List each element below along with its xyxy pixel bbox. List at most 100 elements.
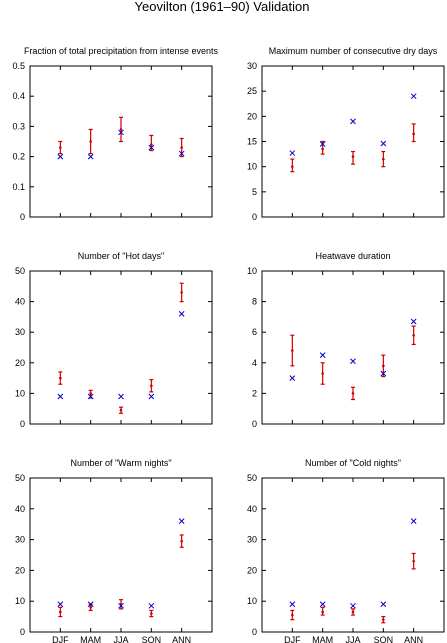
y-tick-label: 40 [15, 504, 25, 514]
observed-point [380, 370, 387, 377]
observed-point [87, 393, 94, 400]
y-tick-label: 0 [252, 627, 257, 637]
y-tick-label: 0.5 [12, 61, 25, 71]
model-mean-point [291, 165, 294, 168]
chart-panel-1: Fraction of total precipitation from int… [12, 46, 218, 222]
observed-point [410, 518, 417, 524]
panel-title: Heatwave duration [315, 251, 390, 261]
x-tick-label: MAM [312, 635, 333, 643]
x-tick-label: ANN [172, 635, 191, 643]
model-mean-point [89, 606, 92, 609]
y-tick-label: 8 [252, 297, 257, 307]
observed-point [57, 601, 64, 608]
y-tick-label: 0 [20, 419, 25, 429]
observed-point [178, 150, 185, 157]
model-mean-point [412, 333, 415, 337]
observed-point [289, 375, 296, 381]
y-tick-label: 40 [247, 504, 257, 514]
y-tick-label: 6 [252, 327, 257, 337]
model-mean-point [59, 376, 62, 380]
observed-point [118, 393, 124, 400]
model-mean-point [150, 384, 153, 388]
y-tick-label: 4 [252, 358, 257, 368]
y-tick-label: 10 [15, 596, 25, 606]
panel-title: Number of "Warm nights" [70, 458, 171, 468]
model-mean-point [351, 392, 355, 395]
observed-point [410, 318, 417, 325]
y-tick-label: 15 [247, 137, 257, 147]
y-tick-label: 0 [20, 627, 25, 637]
model-mean-point [119, 408, 123, 412]
panel-title: Number of "Hot days" [78, 251, 164, 261]
y-tick-label: 0 [20, 212, 25, 222]
model-mean-point [59, 610, 62, 614]
model-mean-point [180, 146, 183, 149]
y-tick-label: 30 [15, 535, 25, 545]
panel-title: Number of "Cold nights" [305, 458, 401, 468]
observed-point [148, 602, 155, 609]
model-mean-point [150, 612, 153, 615]
plot-frame [29, 270, 213, 425]
model-mean-point [291, 349, 294, 352]
x-tick-label: MAM [80, 635, 101, 643]
chart-panel-4: Heatwave duration 0 2 4 6 8 10 [247, 251, 445, 429]
y-tick-label: 40 [15, 297, 25, 307]
y-tick-label: 0.1 [12, 182, 25, 192]
observed-point [148, 144, 155, 151]
model-mean-point [321, 147, 324, 151]
observed-point [118, 129, 124, 136]
model-mean-point [89, 140, 92, 143]
model-mean-point [351, 155, 355, 158]
observed-point [350, 118, 356, 125]
plot-frame [261, 270, 445, 425]
observed-point [289, 601, 296, 608]
model-mean-point [180, 539, 183, 543]
model-mean-point [291, 613, 294, 617]
y-tick-label: 30 [15, 327, 25, 337]
observed-point [57, 153, 64, 160]
y-tick-label: 20 [15, 565, 25, 575]
observed-point [178, 310, 185, 317]
y-tick-label: 5 [252, 187, 257, 197]
observed-point [87, 153, 94, 160]
y-tick-label: 0.2 [12, 152, 25, 162]
chart-panel-2: Maximum number of consecutive dry days 0 5… [247, 46, 445, 222]
x-tick-label: SON [374, 635, 394, 643]
y-tick-label: 0.3 [12, 121, 25, 131]
observed-point [319, 601, 326, 608]
model-mean-point [150, 143, 153, 146]
model-mean-point [351, 610, 355, 614]
observed-point [118, 602, 124, 609]
y-tick-label: 50 [15, 473, 25, 483]
y-tick-label: 20 [15, 358, 25, 368]
panel-title: Maximum number of consecutive dry days [269, 46, 438, 56]
model-mean-point [382, 618, 385, 621]
y-tick-label: 20 [247, 111, 257, 121]
model-mean-point [180, 291, 183, 294]
x-tick-label: JJA [113, 635, 128, 643]
y-tick-label: 30 [247, 535, 257, 545]
y-tick-label: 25 [247, 86, 257, 96]
chart-panel-5: Number of "Warm nights" 0 10 20 30 40 50 DJF MAM… [15, 458, 213, 643]
model-mean-point [119, 128, 123, 131]
observed-point [87, 601, 94, 608]
y-tick-label: 0 [252, 419, 257, 429]
y-tick-label: 20 [247, 565, 257, 575]
observed-point [57, 393, 64, 400]
model-mean-point [59, 146, 62, 149]
observed-point [410, 93, 417, 100]
model-mean-point [321, 610, 324, 614]
observed-point [289, 150, 296, 156]
observed-point [319, 141, 326, 147]
observed-point [350, 602, 356, 609]
y-tick-label: 10 [247, 596, 257, 606]
y-tick-label: 30 [247, 61, 257, 71]
observed-point [148, 393, 155, 400]
model-mean-point [412, 132, 415, 136]
y-tick-label: 50 [15, 266, 25, 276]
observed-point [380, 601, 387, 608]
x-tick-label: DJF [284, 635, 301, 643]
y-tick-label: 2 [252, 388, 257, 398]
observed-point [380, 140, 387, 147]
